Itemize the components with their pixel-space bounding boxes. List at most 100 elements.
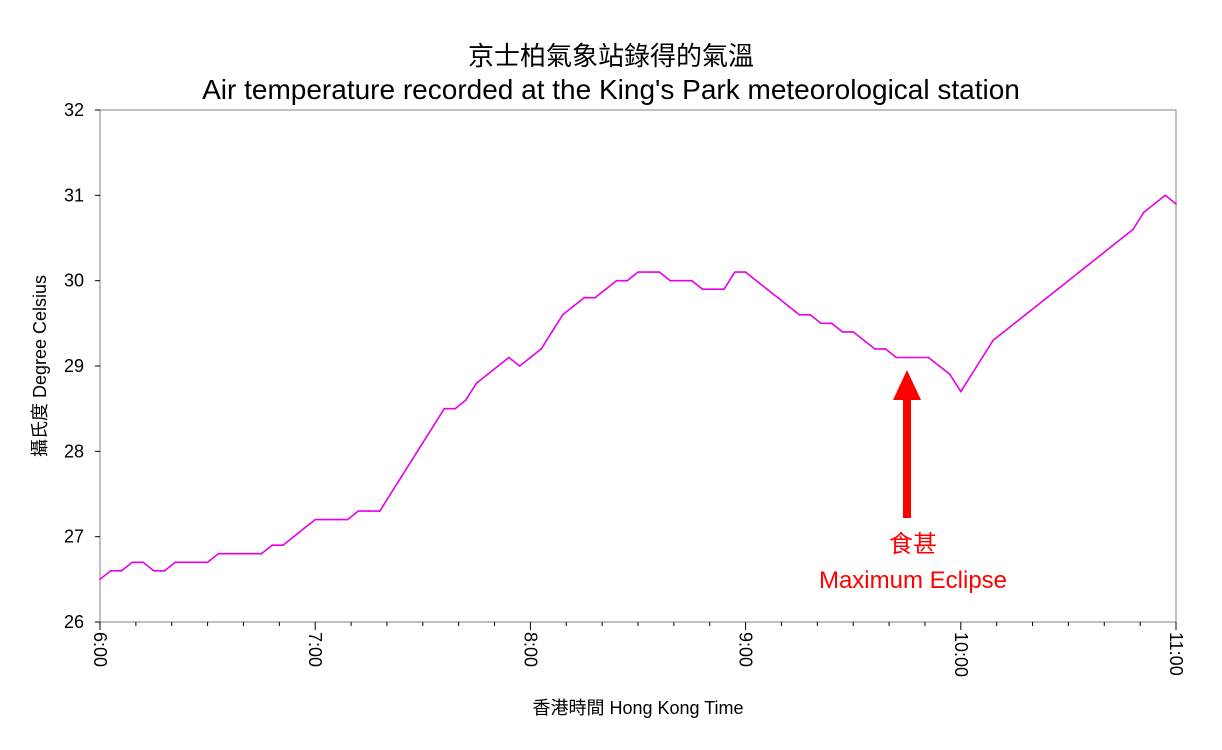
data-point [346, 518, 349, 521]
data-point [475, 382, 478, 384]
data-point [637, 271, 639, 273]
data-point [938, 365, 941, 367]
data-point [1046, 296, 1048, 299]
eclipse-annotation: 食甚 Maximum Eclipse [819, 370, 1007, 594]
y-tick-label: 30 [64, 271, 84, 291]
x-axis: 6:00 7:00 8:00 9:00 10:00 11:00 [90, 622, 1186, 677]
eclipse-arrow-head [893, 370, 921, 400]
data-point [949, 373, 951, 376]
data-point [282, 544, 284, 547]
y-tick-label: 26 [64, 612, 84, 632]
x-tick-label: 7:00 [305, 632, 325, 667]
data-point [798, 313, 801, 316]
data-point [518, 365, 521, 367]
data-point [959, 390, 962, 393]
data-point [927, 356, 930, 359]
data-point [852, 331, 855, 333]
data-point [1142, 211, 1145, 214]
data-point [1002, 331, 1005, 333]
data-point [142, 561, 144, 564]
data-point [1175, 203, 1177, 205]
data-point [131, 561, 134, 564]
data-point [863, 339, 865, 342]
data-point [841, 331, 844, 333]
y-tick-label: 32 [64, 100, 84, 120]
data-point [766, 288, 768, 291]
y-tick-label: 31 [64, 185, 84, 205]
data-point [1121, 237, 1124, 239]
temperature-line [99, 194, 1177, 580]
data-point [389, 493, 392, 495]
data-point [217, 552, 220, 555]
y-tick-label: 27 [64, 527, 84, 547]
data-point [109, 569, 112, 572]
data-point [712, 288, 715, 291]
chart-title-en: Air temperature recorded at the King's P… [202, 74, 1020, 105]
data-point [744, 271, 747, 273]
x-tick-label: 9:00 [736, 632, 756, 667]
data-point [464, 399, 467, 401]
data-point [206, 561, 209, 564]
data-point [777, 296, 779, 299]
data-point [970, 373, 973, 376]
data-point [572, 305, 575, 308]
data-point [895, 356, 898, 359]
data-point [873, 348, 876, 350]
data-point [680, 279, 682, 282]
data-point [1056, 288, 1059, 291]
data-point [1024, 313, 1027, 316]
x-axis-title: 香港時間 Hong Kong Time [532, 698, 743, 718]
data-point [916, 356, 919, 359]
x-tick-label: 8:00 [520, 632, 540, 667]
y-tick-label: 28 [64, 441, 84, 461]
data-point [701, 288, 704, 291]
data-point [1067, 279, 1070, 282]
data-point [992, 339, 994, 342]
x-tick-label: 11:00 [1166, 632, 1186, 676]
data-point [669, 279, 672, 282]
data-point [809, 313, 812, 316]
data-point [292, 535, 295, 538]
data-point [561, 313, 564, 316]
data-point [1035, 305, 1037, 308]
data-point [443, 407, 446, 410]
y-tick-label: 29 [64, 356, 84, 376]
data-point [335, 518, 338, 521]
data-point [583, 296, 586, 299]
data-point [723, 288, 725, 291]
data-point [303, 527, 306, 529]
data-point [551, 331, 553, 333]
data-point [604, 288, 607, 291]
y-axis: 26 27 28 29 30 31 32 [64, 100, 100, 632]
data-point [1013, 322, 1016, 325]
data-point [357, 510, 360, 512]
data-point [1110, 245, 1113, 248]
data-point [733, 271, 736, 273]
data-point [152, 569, 155, 572]
data-point [690, 279, 693, 282]
data-point [99, 578, 101, 581]
data-point [411, 459, 413, 461]
data-point [120, 569, 123, 572]
data-point [830, 322, 833, 325]
data-point [615, 279, 618, 282]
data-point [658, 271, 661, 273]
data-point [195, 561, 198, 564]
y-axis-title: 攝氏度 Degree Celsius [30, 275, 50, 457]
data-point [594, 296, 596, 299]
data-point [486, 373, 489, 376]
data-point [1078, 271, 1081, 273]
data-point [432, 424, 435, 427]
data-point [529, 356, 532, 359]
data-point [400, 476, 403, 478]
data-point [1132, 228, 1134, 231]
plot-area [99, 109, 1177, 623]
data-point [884, 348, 887, 350]
data-point [325, 518, 327, 521]
data-point [626, 279, 629, 282]
data-point [1099, 254, 1102, 256]
data-point [540, 348, 543, 350]
data-point [163, 569, 166, 572]
data-point [755, 279, 758, 282]
data-point [647, 271, 650, 273]
